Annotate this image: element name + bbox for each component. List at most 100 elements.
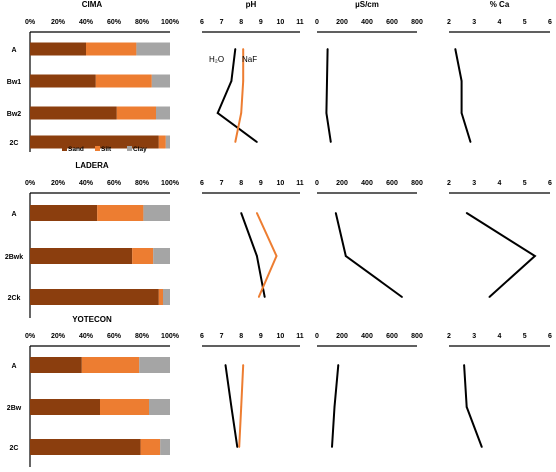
site2-pH-tick-label: 6 — [200, 333, 204, 340]
site1-pH-tick-label: 8 — [239, 180, 243, 187]
site0-texture-bar-sand — [30, 42, 86, 56]
site2-Ca-tick-label: 3 — [472, 333, 476, 340]
site2-texture-bar-sand — [30, 439, 141, 455]
site0-texture-bar-silt — [158, 135, 166, 149]
site1-EC-tick-label: 200 — [336, 180, 348, 187]
site2-Ca-tick-label: 2 — [447, 333, 451, 340]
site0-EC-data-point — [326, 48, 329, 50]
site2-texture-tick-label: 60% — [107, 333, 122, 340]
site0-pH-title: pH — [246, 0, 257, 9]
site0-EC-tick-label: 0 — [315, 19, 319, 26]
site2-pH-tick-label: 7 — [220, 333, 224, 340]
site2-Ca-tick-label: 6 — [548, 333, 552, 340]
site2-EC-data-point — [331, 446, 333, 448]
site1-texture-tick-label: 100% — [161, 180, 180, 187]
site1-pH-data-point — [255, 255, 258, 257]
site0-texture-legend-swatch — [62, 146, 67, 151]
site0-pH-data-point — [234, 48, 237, 50]
site0-texture-legend-swatch — [95, 146, 100, 151]
site0-texture-category-label: Bw2 — [7, 111, 22, 118]
site0-texture-bar-sand — [30, 74, 96, 88]
site2-EC-data-point — [333, 406, 336, 408]
site0-Ca-data-point — [454, 48, 457, 50]
site1-EC-tick-label: 400 — [361, 180, 373, 187]
site0-Ca-series-line-0 — [454, 48, 472, 143]
site1-EC-tick-label: 800 — [411, 180, 423, 187]
site2-texture-category-label: 2Bw — [7, 405, 22, 412]
site1-EC-data-point — [334, 212, 337, 214]
site1-pH-data-point — [257, 296, 260, 298]
site2-EC-tick-label: 800 — [411, 333, 423, 340]
site0-texture-bar-silt — [116, 106, 156, 120]
site1-texture-category-label: A — [11, 211, 16, 218]
site0-EC-data-point — [325, 112, 328, 114]
site2-EC-data-point — [337, 364, 340, 366]
site1-texture-bar-silt — [158, 289, 163, 305]
site0-EC-tick-label: 400 — [361, 19, 373, 26]
site0-EC-series-line-0 — [325, 48, 332, 143]
site0-pH-tick-label: 7 — [220, 19, 224, 26]
site2-texture-tick-label: 40% — [79, 333, 94, 340]
site0-pH-data-point — [242, 80, 245, 82]
site2-texture-bar-sand — [30, 357, 82, 373]
site2-texture-tick-label: 80% — [135, 333, 150, 340]
site2-Ca-data-point — [480, 446, 483, 448]
site0-texture-tick-label: 40% — [79, 19, 94, 26]
site2-texture-category-label: A — [11, 363, 16, 370]
site1-EC-data-point — [401, 296, 403, 298]
site1-Ca-data-point — [533, 255, 536, 257]
site0-texture-bar-sand — [30, 135, 159, 149]
site1-pH-data-point — [275, 255, 278, 257]
site2-texture-bar-silt — [100, 399, 149, 415]
site1-EC-tick-label: 0 — [315, 180, 319, 187]
site1-texture-bar-clay — [153, 248, 170, 264]
site1-texture-bar-silt — [132, 248, 154, 264]
site0-Ca-data-point — [460, 112, 463, 114]
site1-Ca-tick-label: 6 — [548, 180, 552, 187]
site2-pH-tick-label: 10 — [277, 333, 285, 340]
site1-Ca-data-point — [465, 212, 468, 214]
site1-Ca-tick-label: 3 — [472, 180, 476, 187]
site1-pH-tick-label: 10 — [277, 180, 285, 187]
site2-EC-series-line-0 — [331, 364, 340, 448]
site1-texture-tick-label: 0% — [25, 180, 36, 187]
site0-Ca-tick-label: 5 — [523, 19, 527, 26]
site2-texture-bar-clay — [139, 357, 170, 373]
site1-Ca-tick-label: 4 — [498, 180, 502, 187]
site2-pH-series-line-1 — [238, 364, 245, 448]
site2-texture-tick-label: 100% — [161, 333, 180, 340]
site1-EC-tick-label: 600 — [386, 180, 398, 187]
site0-EC-tick-label: 200 — [336, 19, 348, 26]
site0-texture-category-label: Bw1 — [7, 79, 22, 86]
site1-texture-tick-label: 20% — [51, 180, 66, 187]
site1-pH-data-point — [263, 296, 266, 298]
site1-pH-data-point — [240, 212, 243, 214]
site2-pH-data-point — [238, 446, 241, 448]
site0-Ca-tick-label: 4 — [498, 19, 502, 26]
site1-EC-series-line-0 — [334, 212, 403, 298]
site1-Ca-tick-label: 5 — [523, 180, 527, 187]
site0-texture-bar-silt — [86, 42, 137, 56]
site0-texture-legend-label: Silt — [101, 146, 112, 153]
site1-pH-tick-label: 6 — [200, 180, 204, 187]
site0-Ca-title: % Ca — [490, 0, 510, 9]
site0-pH-data-point — [242, 48, 245, 50]
site0-EC-tick-label: 600 — [386, 19, 398, 26]
site1-texture-tick-label: 40% — [79, 180, 94, 187]
site2-texture-bar-silt — [81, 357, 140, 373]
site1-texture-bar-sand — [30, 289, 159, 305]
site0-pH-tick-label: 6 — [200, 19, 204, 26]
site2-texture-bar-clay — [160, 439, 170, 455]
site0-texture-tick-label: 0% — [25, 19, 36, 26]
site2-Ca-tick-label: 4 — [498, 333, 502, 340]
site0-EC-data-point — [326, 80, 328, 82]
site2-Ca-tick-label: 5 — [523, 333, 527, 340]
site2-pH-data-point — [240, 406, 243, 408]
site2-EC-tick-label: 400 — [361, 333, 373, 340]
site2-pH-data-point — [224, 364, 227, 366]
site0-Ca-data-point — [469, 141, 472, 143]
site0-texture-tick-label: 60% — [107, 19, 122, 26]
site1-pH-tick-label: 7 — [220, 180, 224, 187]
site2-texture-title: YOTECON — [72, 315, 112, 324]
